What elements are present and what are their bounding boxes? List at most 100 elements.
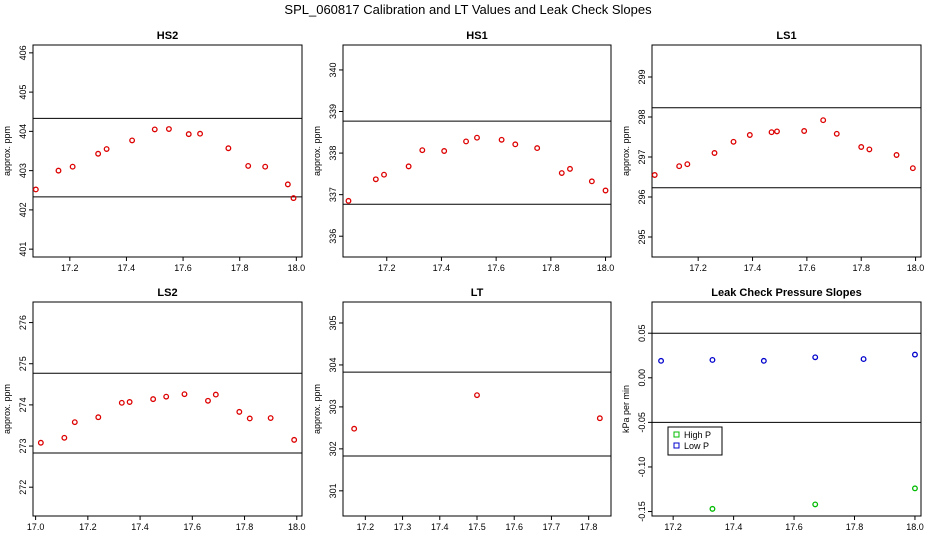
data-point xyxy=(498,136,505,143)
x-tick-label: 17.2 xyxy=(689,263,707,273)
y-tick-label: 304 xyxy=(328,357,338,372)
y-tick-label: 299 xyxy=(637,69,647,84)
data-point xyxy=(345,197,352,204)
data-point xyxy=(684,161,691,168)
x-tick-label: 17.2 xyxy=(61,263,79,273)
panel-title: HS1 xyxy=(466,30,487,42)
y-tick-label: -0.10 xyxy=(637,457,647,478)
data-point xyxy=(71,419,78,426)
data-point xyxy=(32,186,39,193)
x-tick-label: 17.7 xyxy=(543,522,561,532)
data-point-low-p xyxy=(812,354,819,361)
data-point-low-p xyxy=(760,357,767,364)
x-tick-label: 18.0 xyxy=(907,263,925,273)
data-point xyxy=(512,141,519,148)
y-tick-label: -0.15 xyxy=(637,501,647,522)
x-tick-label: 17.2 xyxy=(378,263,396,273)
data-point xyxy=(55,167,62,174)
plot-frame xyxy=(651,301,922,517)
x-tick-label: 17.4 xyxy=(118,263,136,273)
data-point xyxy=(103,146,110,152)
y-tick-label: 276 xyxy=(18,315,28,330)
x-tick-label: 17.4 xyxy=(725,522,743,532)
data-point xyxy=(909,165,916,172)
y-tick-label: 339 xyxy=(328,104,338,119)
data-point xyxy=(833,130,840,137)
x-tick-label: 17.4 xyxy=(744,263,762,273)
data-point xyxy=(676,163,683,170)
data-point xyxy=(596,415,603,422)
x-tick-label: 17.8 xyxy=(580,522,598,532)
data-point xyxy=(558,170,565,176)
panel-lt: LT approx. ppm 17.2 17.3 17.4 17.5 17.6 17.7 17.… xyxy=(312,287,612,532)
data-point xyxy=(372,176,379,183)
y-axis-label: kPa per min xyxy=(621,385,631,433)
data-point xyxy=(95,414,102,421)
x-tick-label: 18.0 xyxy=(597,263,615,273)
x-tick-label: 17.3 xyxy=(394,522,412,532)
y-tick-label: 401 xyxy=(18,242,28,257)
data-point xyxy=(441,148,448,154)
x-tick-label: 17.6 xyxy=(487,263,505,273)
y-tick-label: 302 xyxy=(328,441,338,456)
data-point-high-p xyxy=(812,501,819,508)
x-tick-label: 17.8 xyxy=(542,263,560,273)
x-tick-label: 17.6 xyxy=(174,263,192,273)
y-tick-label: 297 xyxy=(637,149,647,164)
x-tick-label: 17.2 xyxy=(79,522,97,532)
x-tick-label: 17.8 xyxy=(852,263,870,273)
y-tick-label: 338 xyxy=(328,146,338,161)
y-axis-label: approx. ppm xyxy=(312,384,322,434)
data-point xyxy=(165,126,172,132)
data-point xyxy=(290,195,297,202)
x-tick-label: 17.4 xyxy=(431,522,449,532)
y-tick-label: 296 xyxy=(637,189,647,204)
y-tick-label: 404 xyxy=(18,124,28,139)
y-tick-label: 336 xyxy=(328,229,338,244)
data-point-low-p xyxy=(709,357,716,363)
data-point-high-p xyxy=(709,505,716,512)
data-point xyxy=(225,145,232,152)
data-point xyxy=(129,137,136,144)
y-tick-label: 272 xyxy=(18,480,28,495)
data-point xyxy=(205,397,211,404)
data-point xyxy=(37,439,44,446)
page-title: SPL_060817 Calibration and LT Values and… xyxy=(284,2,652,17)
data-point xyxy=(746,132,753,138)
y-tick-label: 402 xyxy=(18,202,28,217)
y-tick-label: 406 xyxy=(18,45,28,60)
panel-title: HS2 xyxy=(157,30,178,42)
data-point xyxy=(126,399,133,405)
data-point xyxy=(351,425,358,432)
x-tick-label: 18.0 xyxy=(906,522,924,532)
x-tick-label: 17.6 xyxy=(798,263,816,273)
y-tick-label: 305 xyxy=(328,315,338,330)
data-point xyxy=(474,392,480,399)
data-point xyxy=(711,150,718,156)
panel-hs2: HS2 approx. ppm 17.2 17.4 17.6 17.8 18.0 401 402… xyxy=(2,30,305,273)
data-point xyxy=(69,163,76,170)
data-point-low-p xyxy=(860,356,867,363)
data-point xyxy=(212,391,219,398)
y-tick-label: 337 xyxy=(328,187,338,202)
data-point xyxy=(474,134,480,141)
y-tick-label: 295 xyxy=(637,229,647,244)
data-point xyxy=(118,399,125,406)
data-point xyxy=(267,415,274,422)
x-tick-label: 17.6 xyxy=(505,522,523,532)
panel-title: LS2 xyxy=(157,287,177,299)
data-point xyxy=(291,436,298,443)
legend-label: High P xyxy=(684,430,711,440)
x-tick-label: 17.2 xyxy=(664,522,682,532)
data-point xyxy=(801,128,808,134)
y-tick-label: 340 xyxy=(328,62,338,77)
data-point xyxy=(405,163,412,170)
data-point xyxy=(866,146,873,153)
y-tick-label: -0.05 xyxy=(637,412,647,433)
x-tick-label: 17.8 xyxy=(236,522,254,532)
plot-frame xyxy=(32,44,303,258)
y-axis-label: approx. ppm xyxy=(2,384,12,434)
y-tick-label: 273 xyxy=(18,439,28,454)
y-tick-label: 403 xyxy=(18,163,28,178)
